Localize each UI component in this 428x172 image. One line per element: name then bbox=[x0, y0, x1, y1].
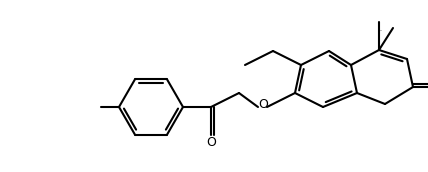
Text: O: O bbox=[258, 98, 268, 110]
Text: O: O bbox=[206, 137, 216, 149]
Text: methyl: methyl bbox=[377, 29, 383, 31]
